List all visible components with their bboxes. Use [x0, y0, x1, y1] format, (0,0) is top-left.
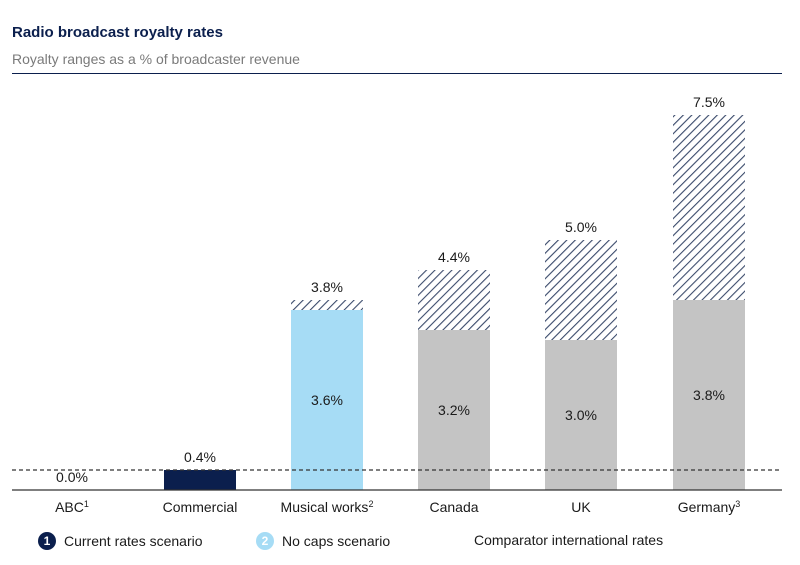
bar-range-germany [673, 115, 745, 300]
category-label-musical-works: Musical works2 [281, 499, 374, 515]
bar-chart: 0.0% ABC1 0.4% Commercial 3.8% 3.6% Musical wo… [12, 94, 782, 515]
bar-top-label-musical-works: 3.8% [311, 279, 343, 295]
legend-marker-1: 1 [38, 532, 56, 550]
legend-label: No caps scenario [282, 533, 391, 549]
bar-top-label-canada: 4.4% [438, 249, 470, 265]
legend-label: Current rates scenario [64, 533, 203, 549]
chart-legend: 1 Current rates scenario 2 No caps scena… [0, 532, 800, 556]
bar-range-uk [545, 240, 617, 340]
legend-item-no-caps: 2 No caps scenario [256, 532, 390, 550]
bar-base-germany [673, 300, 745, 490]
bar-value-label-uk: 3.0% [565, 407, 597, 423]
chart-subtitle: Royalty ranges as a % of broadcaster rev… [12, 51, 300, 67]
legend-label: Comparator international rates [474, 532, 664, 548]
chart-title: Radio broadcast royalty rates [12, 24, 223, 41]
legend-item-comparator: Comparator international rates [474, 532, 663, 548]
category-label-abc: ABC1 [55, 499, 89, 515]
category-label-uk: UK [571, 499, 591, 515]
category-label-canada: Canada [429, 499, 478, 515]
bar-value-label-germany: 3.8% [693, 387, 725, 403]
bar-range-musical-works [291, 300, 363, 310]
bar-base-canada [418, 330, 490, 490]
bar-top-label-abc: 0.0% [56, 469, 88, 485]
title-rule [12, 73, 782, 74]
bar-value-label-musical-works: 3.6% [311, 392, 343, 408]
bar-base-uk [545, 340, 617, 490]
category-label-germany: Germany3 [678, 499, 741, 515]
bar-top-label-commercial: 0.4% [184, 449, 216, 465]
bar-base-musical-works [291, 310, 363, 490]
bar-top-label-uk: 5.0% [565, 219, 597, 235]
legend-marker-2: 2 [256, 532, 274, 550]
bar-value-label-canada: 3.2% [438, 402, 470, 418]
legend-item-current-rates: 1 Current rates scenario [38, 532, 203, 550]
bar-base-commercial [164, 470, 236, 490]
bar-top-label-germany: 7.5% [693, 94, 725, 110]
category-label-commercial: Commercial [163, 499, 238, 515]
bar-range-canada [418, 270, 490, 330]
